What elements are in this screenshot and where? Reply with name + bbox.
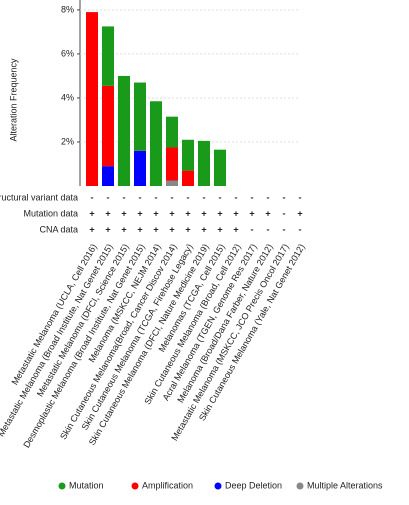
bar-segment xyxy=(102,85,114,167)
row-value: + xyxy=(233,208,238,218)
row-value: + xyxy=(249,208,254,218)
row-value: + xyxy=(121,208,126,218)
legend-label: Deep Deletion xyxy=(225,480,282,490)
row-value: - xyxy=(107,192,110,202)
row-value: - xyxy=(267,224,270,234)
legend-marker xyxy=(131,482,139,490)
bar-segment xyxy=(166,180,178,186)
bar-segment xyxy=(198,140,210,186)
row-value: + xyxy=(201,208,206,218)
row-value: + xyxy=(201,224,206,234)
row-value: - xyxy=(283,192,286,202)
row-value: + xyxy=(153,208,158,218)
row-value: + xyxy=(217,208,222,218)
row-value: - xyxy=(251,224,254,234)
row-value: + xyxy=(297,208,302,218)
y-tick-label: 4% xyxy=(61,92,74,102)
row-value: + xyxy=(233,224,238,234)
bar-segment xyxy=(182,139,194,171)
row-value: - xyxy=(123,192,126,202)
legend-marker xyxy=(214,482,222,490)
row-value: + xyxy=(105,224,110,234)
y-tick-label: 2% xyxy=(61,136,74,146)
bar-segment xyxy=(134,82,146,151)
row-value: - xyxy=(283,208,286,218)
bar-segment xyxy=(102,166,114,186)
legend-label: Multiple Alterations xyxy=(307,480,383,490)
row-value: + xyxy=(185,208,190,218)
row-value: - xyxy=(187,192,190,202)
row-value: - xyxy=(155,192,158,202)
row-value: + xyxy=(89,208,94,218)
row-value: - xyxy=(219,192,222,202)
row-value: - xyxy=(299,224,302,234)
row-value: + xyxy=(137,224,142,234)
row-label: Structural variant data xyxy=(0,192,78,202)
row-value: - xyxy=(299,192,302,202)
row-label: CNA data xyxy=(39,224,78,234)
row-value: + xyxy=(217,224,222,234)
bar-segment xyxy=(150,101,162,186)
row-value: + xyxy=(265,208,270,218)
row-value: + xyxy=(153,224,158,234)
bar-segment xyxy=(182,170,194,186)
bar-segment xyxy=(86,12,98,187)
legend-marker xyxy=(296,482,304,490)
row-value: + xyxy=(169,224,174,234)
row-value: + xyxy=(121,224,126,234)
row-value: - xyxy=(283,224,286,234)
row-value: - xyxy=(267,192,270,202)
row-value: - xyxy=(139,192,142,202)
row-value: + xyxy=(89,224,94,234)
row-value: + xyxy=(169,208,174,218)
row-value: + xyxy=(137,208,142,218)
row-value: - xyxy=(91,192,94,202)
legend-label: Amplification xyxy=(142,480,193,490)
row-label: Mutation data xyxy=(23,208,78,218)
y-tick-label: 8% xyxy=(61,4,74,14)
bar-segment xyxy=(102,26,114,86)
y-axis-title: Alteration Frequency xyxy=(8,58,18,142)
legend-label: Mutation xyxy=(69,480,104,490)
row-value: + xyxy=(185,224,190,234)
row-value: + xyxy=(105,208,110,218)
bar-segment xyxy=(166,116,178,148)
row-value: - xyxy=(251,192,254,202)
bar-segment xyxy=(166,147,178,181)
y-tick-label: 6% xyxy=(61,48,74,58)
legend-marker xyxy=(58,482,66,490)
row-value: - xyxy=(171,192,174,202)
row-value: - xyxy=(203,192,206,202)
bar-segment xyxy=(134,150,146,186)
bar-segment xyxy=(118,75,130,186)
bar-segment xyxy=(214,149,226,186)
row-value: - xyxy=(235,192,238,202)
